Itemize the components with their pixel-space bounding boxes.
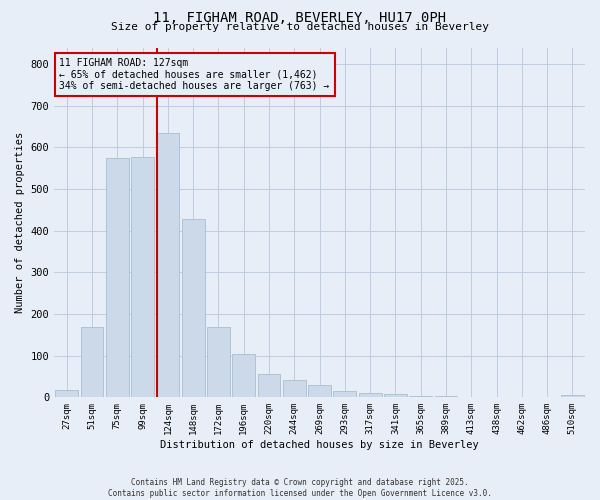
X-axis label: Distribution of detached houses by size in Beverley: Distribution of detached houses by size … — [160, 440, 479, 450]
Bar — [131, 156, 154, 398]
Bar — [384, 394, 407, 398]
Y-axis label: Number of detached properties: Number of detached properties — [15, 132, 25, 313]
Bar — [55, 390, 78, 398]
Bar — [334, 391, 356, 398]
Text: 11, FIGHAM ROAD, BEVERLEY, HU17 0PH: 11, FIGHAM ROAD, BEVERLEY, HU17 0PH — [154, 11, 446, 25]
Bar — [409, 396, 432, 398]
Bar — [434, 396, 457, 398]
Bar — [283, 380, 305, 398]
Bar — [182, 219, 205, 398]
Bar — [308, 385, 331, 398]
Bar — [157, 133, 179, 398]
Text: Contains HM Land Registry data © Crown copyright and database right 2025.
Contai: Contains HM Land Registry data © Crown c… — [108, 478, 492, 498]
Text: 11 FIGHAM ROAD: 127sqm
← 65% of detached houses are smaller (1,462)
34% of semi-: 11 FIGHAM ROAD: 127sqm ← 65% of detached… — [59, 58, 330, 91]
Bar — [207, 326, 230, 398]
Bar — [232, 354, 255, 398]
Text: Size of property relative to detached houses in Beverley: Size of property relative to detached ho… — [111, 22, 489, 32]
Bar — [561, 396, 584, 398]
Bar — [81, 328, 103, 398]
Bar — [359, 393, 382, 398]
Bar — [106, 158, 129, 398]
Bar — [257, 374, 280, 398]
